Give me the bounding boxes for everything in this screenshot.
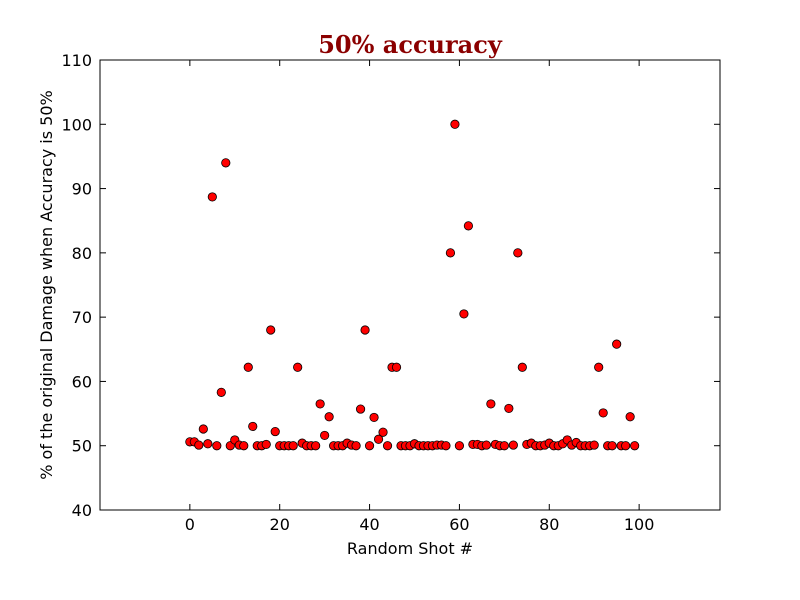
data-point (454, 441, 465, 451)
data-point (315, 399, 325, 409)
data-point (594, 362, 604, 372)
data-point (391, 362, 402, 372)
y-tick-label: 40 (72, 501, 92, 520)
data-point (513, 248, 523, 258)
data-point (589, 440, 599, 450)
data-point (364, 441, 375, 451)
data-point (625, 412, 635, 422)
y-axis-label: % of the original Damage when Accuracy i… (37, 90, 56, 480)
plot-area (99, 59, 721, 511)
data-point (517, 362, 527, 372)
data-point (450, 119, 460, 129)
data-points (185, 119, 640, 451)
data-point (320, 430, 330, 441)
data-point (369, 412, 379, 423)
data-point (607, 441, 617, 451)
x-axis-label: Random Shot # (347, 539, 473, 558)
data-point (630, 441, 640, 451)
data-point (598, 408, 608, 418)
data-point (266, 325, 276, 335)
data-point (612, 339, 622, 349)
data-point (360, 325, 370, 335)
data-point (261, 439, 271, 450)
y-tick-label: 60 (72, 372, 92, 391)
y-tick-label: 70 (72, 308, 92, 327)
data-point (445, 248, 456, 258)
data-point (351, 441, 361, 451)
data-point (288, 441, 298, 451)
data-point (486, 399, 496, 409)
data-point (441, 441, 451, 451)
x-tick-label: 0 (185, 515, 195, 534)
data-point (212, 441, 222, 451)
data-point (293, 362, 303, 372)
data-point (621, 441, 631, 451)
data-point (203, 439, 213, 449)
data-point (382, 441, 393, 451)
data-point (243, 362, 253, 372)
x-tick-label: 80 (539, 515, 559, 534)
y-tick-label: 100 (61, 115, 92, 134)
data-point (508, 440, 518, 450)
y-tick-label: 110 (61, 51, 92, 70)
data-point (216, 387, 226, 397)
data-point (311, 441, 321, 451)
data-point (378, 427, 388, 437)
y-tick-label: 80 (72, 244, 92, 263)
chart-title: 50% accuracy (318, 30, 503, 59)
data-point (239, 441, 249, 451)
data-point (459, 309, 469, 319)
data-point (504, 403, 514, 414)
data-point (270, 426, 280, 437)
x-tick-label: 20 (270, 515, 290, 534)
data-point (499, 441, 509, 451)
x-tick-label: 40 (359, 515, 379, 534)
x-tick-label: 100 (624, 515, 655, 534)
data-point (355, 404, 366, 414)
data-point (481, 440, 491, 450)
axis-ticks: 0 20 40 60 80 100 40 50 60 70 80 90 100 110 (61, 51, 720, 534)
data-point (194, 440, 204, 450)
y-tick-label: 90 (72, 180, 92, 199)
x-tick-label: 60 (449, 515, 469, 534)
data-point (463, 221, 474, 231)
data-point (324, 412, 334, 422)
data-point (373, 434, 384, 444)
data-point (198, 424, 208, 434)
y-tick-label: 50 (72, 437, 92, 456)
data-point (207, 192, 217, 202)
data-point (221, 158, 231, 168)
data-point (248, 421, 258, 432)
